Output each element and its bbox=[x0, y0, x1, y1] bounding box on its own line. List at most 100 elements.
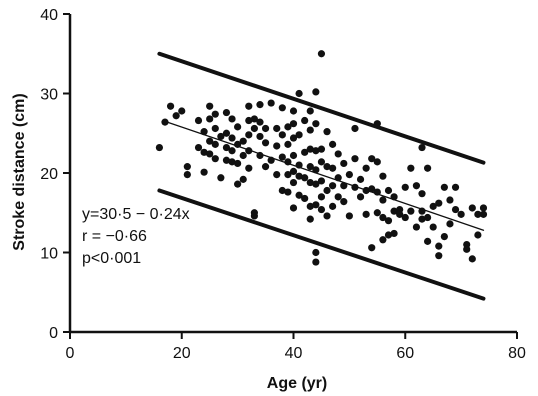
data-point bbox=[379, 196, 387, 204]
data-point bbox=[351, 183, 359, 191]
data-point bbox=[250, 115, 258, 123]
data-point bbox=[301, 194, 309, 203]
data-point bbox=[412, 223, 421, 231]
data-point bbox=[407, 164, 415, 172]
x-tick-label: 20 bbox=[173, 345, 191, 362]
data-point bbox=[384, 186, 393, 195]
data-point bbox=[312, 258, 320, 266]
data-point bbox=[317, 177, 326, 185]
data-point bbox=[435, 252, 443, 260]
data-point bbox=[278, 186, 286, 195]
y-axis-label: Stroke distance (cm) bbox=[11, 93, 28, 250]
data-point bbox=[295, 161, 303, 169]
p-value: p<0·001 bbox=[82, 250, 141, 267]
data-point bbox=[306, 107, 314, 115]
data-point bbox=[200, 168, 208, 176]
data-point bbox=[289, 134, 298, 142]
data-point bbox=[239, 175, 247, 183]
data-point bbox=[323, 163, 331, 171]
x-axis-label: Age (yr) bbox=[267, 375, 327, 392]
data-point bbox=[245, 116, 253, 125]
data-point bbox=[250, 212, 258, 220]
data-point bbox=[155, 143, 163, 152]
data-point bbox=[228, 115, 236, 123]
data-point bbox=[446, 196, 454, 204]
limit-lines bbox=[157, 51, 486, 301]
data-point bbox=[206, 115, 214, 123]
data-point bbox=[317, 145, 326, 153]
data-point bbox=[362, 210, 370, 218]
data-point bbox=[245, 131, 253, 139]
data-point bbox=[278, 131, 286, 139]
data-point bbox=[273, 170, 281, 179]
data-point bbox=[368, 185, 376, 193]
x-tick-label: 0 bbox=[66, 345, 75, 362]
data-point bbox=[373, 188, 381, 196]
data-point bbox=[435, 242, 443, 250]
data-point bbox=[424, 213, 432, 222]
y-tick-label: 0 bbox=[49, 325, 58, 342]
data-point bbox=[284, 140, 292, 148]
data-point bbox=[217, 132, 225, 141]
data-point bbox=[312, 180, 320, 188]
data-point bbox=[479, 204, 488, 212]
data-point bbox=[345, 212, 353, 220]
data-point bbox=[183, 163, 191, 171]
data-point bbox=[435, 199, 443, 207]
data-point bbox=[289, 167, 298, 176]
data-point bbox=[295, 191, 303, 199]
data-point bbox=[228, 147, 236, 155]
lower-limit-line bbox=[157, 188, 486, 301]
data-point bbox=[312, 88, 320, 96]
data-point bbox=[418, 215, 426, 223]
data-point bbox=[284, 158, 292, 166]
data-point bbox=[194, 143, 203, 152]
data-point bbox=[351, 124, 359, 133]
data-point bbox=[234, 180, 242, 188]
data-point bbox=[368, 155, 376, 163]
data-point bbox=[278, 153, 286, 161]
data-point bbox=[245, 102, 253, 110]
data-point bbox=[312, 248, 320, 257]
data-point bbox=[356, 193, 365, 201]
data-point bbox=[301, 174, 309, 182]
data-point bbox=[295, 172, 303, 180]
data-point bbox=[211, 140, 219, 148]
data-point bbox=[457, 210, 465, 218]
data-point bbox=[312, 147, 320, 155]
data-point bbox=[166, 102, 175, 110]
data-point bbox=[206, 137, 214, 145]
data-point bbox=[340, 159, 348, 168]
data-point bbox=[451, 183, 460, 191]
data-point bbox=[301, 116, 309, 125]
regression-equation: y=30·5 − 0·24x bbox=[82, 206, 190, 223]
data-point bbox=[329, 202, 337, 210]
data-point bbox=[239, 151, 247, 160]
data-point bbox=[440, 233, 448, 241]
data-point bbox=[200, 128, 208, 136]
data-point bbox=[323, 186, 331, 195]
y-tick-label: 20 bbox=[40, 166, 58, 183]
data-point bbox=[373, 158, 381, 166]
data-point bbox=[384, 217, 393, 225]
data-point bbox=[468, 204, 476, 212]
data-point bbox=[217, 174, 225, 182]
data-point bbox=[211, 155, 219, 163]
data-point bbox=[329, 182, 337, 190]
data-point bbox=[273, 124, 281, 133]
data-point bbox=[323, 212, 331, 220]
data-point bbox=[206, 150, 214, 158]
data-point bbox=[390, 229, 398, 238]
data-point bbox=[284, 188, 292, 196]
data-point bbox=[256, 118, 264, 126]
data-point bbox=[418, 143, 426, 152]
data-point bbox=[451, 205, 460, 214]
data-point bbox=[390, 193, 398, 201]
data-point bbox=[345, 170, 353, 179]
data-point bbox=[183, 170, 191, 179]
data-point bbox=[340, 198, 348, 206]
data-point bbox=[211, 124, 219, 133]
data-point bbox=[396, 210, 404, 218]
data-points bbox=[155, 50, 488, 266]
data-point bbox=[306, 145, 314, 153]
